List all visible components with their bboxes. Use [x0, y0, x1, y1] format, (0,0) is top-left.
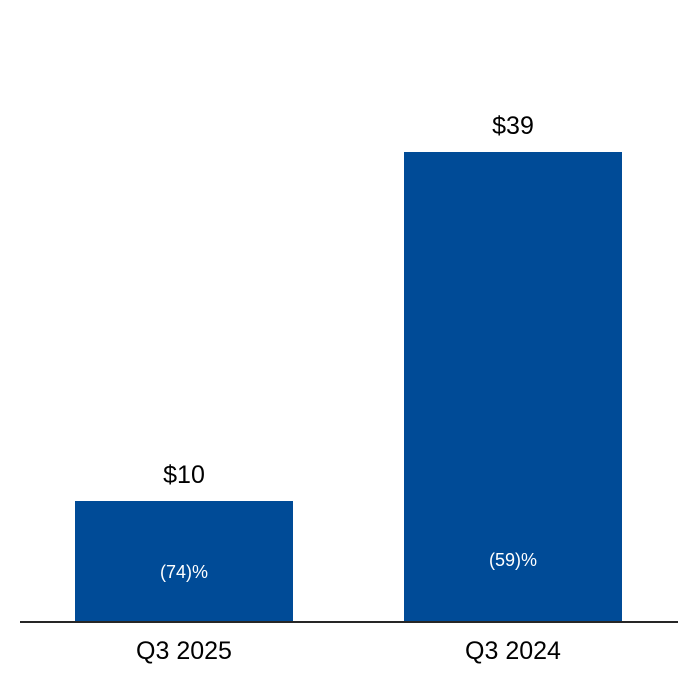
x-axis-label-q3-2024: Q3 2024 — [465, 637, 561, 665]
bar-value-label-q3-2025: $10 — [163, 461, 205, 489]
x-axis-label-q3-2025: Q3 2025 — [136, 637, 232, 665]
bar-group-q3-2024: $39 (59)% — [404, 114, 622, 621]
x-axis-line — [20, 621, 678, 623]
bar-percent-label-q3-2024: (59)% — [488, 550, 537, 570]
bar-q3-2024: (59)% — [404, 152, 622, 621]
bar-q3-2025: (74)% — [75, 501, 293, 621]
bar-percent-label-q3-2025: (74)% — [159, 562, 208, 582]
bar-value-label-q3-2024: $39 — [492, 112, 534, 140]
bar-group-q3-2025: $10 (74)% — [75, 463, 293, 621]
